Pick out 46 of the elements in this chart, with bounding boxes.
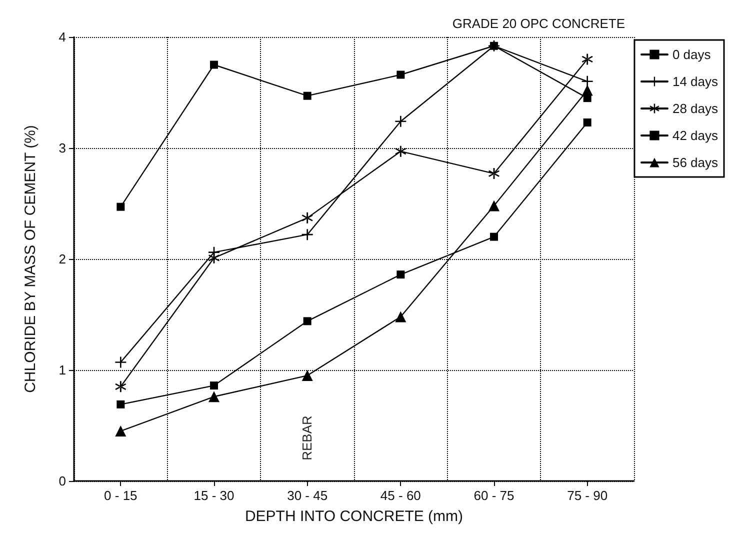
y-tick-label: 0	[58, 474, 66, 488]
point	[583, 118, 592, 126]
legend-label: 14 days	[672, 74, 718, 89]
point	[116, 202, 125, 211]
point	[208, 252, 220, 264]
point	[396, 70, 405, 79]
legend-label: 28 days	[672, 101, 718, 116]
point	[116, 400, 125, 408]
legend-label: 0 days	[672, 47, 712, 62]
x-tick-label: 0 - 15	[104, 488, 138, 503]
y-tick-label: 2	[58, 252, 66, 266]
point	[490, 232, 498, 241]
point	[488, 168, 500, 180]
point	[582, 76, 593, 87]
annotation: REBAR	[300, 416, 314, 460]
point	[303, 92, 312, 100]
x-axis-title: DEPTH INTO CONCRETE (mm)	[244, 508, 464, 525]
point	[396, 270, 405, 279]
point	[582, 84, 593, 96]
point	[395, 116, 406, 127]
point	[302, 229, 313, 240]
x-tick-label: 30 - 45	[287, 488, 328, 503]
y-axis-title: CHLORIDE BY MASS OF CEMENT (%)	[22, 125, 39, 393]
x-tick-label: 15 - 30	[194, 488, 234, 503]
x-tick-label: 75 - 90	[567, 488, 608, 503]
x-tick-label: 60 - 75	[474, 488, 514, 503]
point	[115, 356, 126, 368]
point	[582, 54, 593, 65]
point	[210, 60, 218, 69]
point	[115, 381, 126, 392]
x-tick-label: 45 - 60	[380, 488, 421, 503]
y-tick-label: 1	[58, 362, 66, 378]
point	[115, 426, 126, 437]
point	[303, 317, 312, 326]
y-tick-label: 3	[58, 140, 66, 156]
chart-title: GRADE 20 OPC CONCRETE	[452, 16, 626, 31]
point	[302, 370, 313, 382]
point	[210, 382, 218, 390]
point	[488, 200, 500, 212]
legend-label: 42 days	[672, 128, 718, 143]
y-tick-label: 4	[58, 30, 66, 44]
point	[395, 311, 406, 322]
legend-label: 56 days	[672, 155, 718, 170]
point	[208, 391, 220, 402]
point	[302, 212, 313, 224]
point	[395, 146, 406, 157]
